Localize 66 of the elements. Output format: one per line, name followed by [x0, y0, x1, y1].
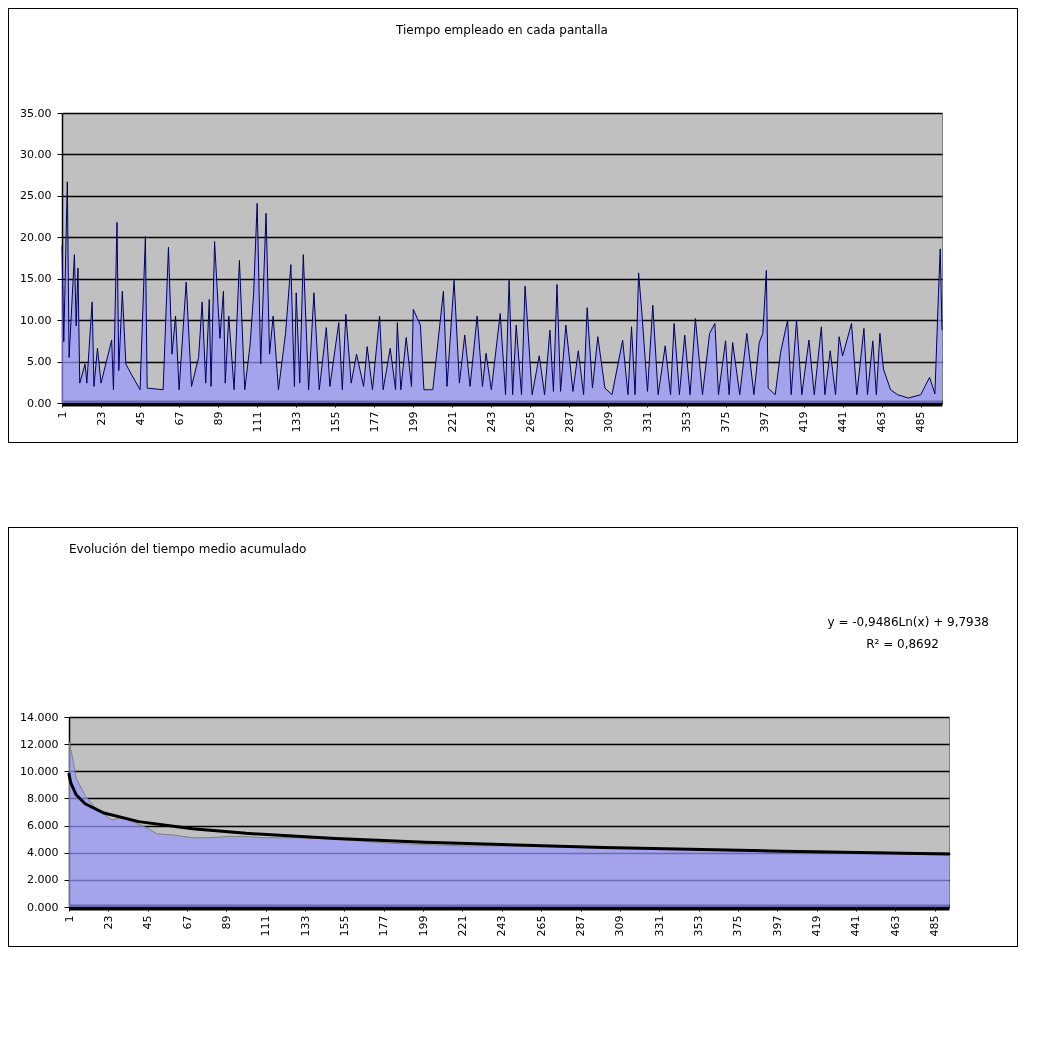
text: R² = 0,8692 [866, 637, 939, 651]
x-tick-label: 353 [680, 411, 694, 433]
x-tick-label: 177 [367, 411, 381, 433]
x-tick-label: 133 [289, 411, 303, 433]
x-tick-label: 265 [523, 411, 537, 433]
x-tick-label: 155 [328, 411, 342, 433]
y-tick-label: 30.00 [20, 147, 52, 161]
y-tick-label: 0.000 [27, 900, 59, 914]
x-tick-label: 199 [406, 411, 420, 433]
x-tick-label: 309 [601, 411, 615, 433]
x-tick-label: 67 [180, 915, 194, 930]
x-tick-label: 243 [484, 411, 498, 433]
x-tick-label: 375 [731, 915, 745, 937]
x-tick-label: 331 [640, 411, 654, 433]
x-tick-label: 111 [250, 411, 264, 433]
x-tick-label: 331 [652, 915, 666, 937]
y-tick-label: 4.000 [27, 846, 59, 860]
x-tick-label: 441 [849, 915, 863, 937]
x-tick-label: 287 [574, 915, 588, 937]
y-tick-label: 5.00 [27, 355, 52, 369]
x-tick-label: 221 [456, 915, 469, 937]
x-tick-label: 485 [914, 411, 928, 433]
text: y = -0,9486Ln(x) + 9,7938 [827, 615, 989, 629]
y-tick-label: 15.00 [20, 272, 52, 286]
x-tick-label: 111 [259, 915, 273, 937]
x-tick-label: 45 [133, 411, 147, 426]
chart-title: Evolución del tiempo medio acumulado [69, 542, 307, 556]
chart-title: Tiempo empleado en cada pantalla [395, 23, 608, 37]
x-tick-label: 463 [875, 411, 889, 433]
y-tick-label: 35.00 [20, 106, 52, 120]
x-tick-label: 67 [172, 411, 186, 426]
x-tick-label: 353 [692, 915, 706, 937]
x-tick-label: 287 [562, 411, 576, 433]
x-tick-label: 177 [377, 915, 391, 937]
x-tick-label: 243 [495, 915, 509, 937]
x-tick-label: 133 [298, 915, 312, 937]
x-tick-label: 463 [888, 915, 902, 937]
y-tick-label: 12.000 [20, 737, 59, 751]
x-tick-label: 441 [836, 411, 850, 433]
y-tick-label: 10.000 [20, 764, 59, 778]
x-tick-label: 265 [534, 915, 548, 937]
y-tick-label: 0.00 [27, 396, 52, 410]
x-tick-label: 199 [416, 915, 430, 937]
y-tick-label: 10.00 [20, 313, 52, 327]
x-tick-label: 397 [758, 411, 772, 433]
x-tick-label: 23 [94, 411, 108, 426]
y-tick-label: 8.000 [27, 791, 59, 805]
x-tick-label: 397 [770, 915, 784, 937]
y-tick-label: 25.00 [20, 189, 52, 203]
x-tick-label: 309 [613, 915, 627, 937]
y-tick-label: 20.00 [20, 230, 52, 244]
x-tick-label: 485 [928, 915, 942, 937]
x-tick-label: 155 [337, 915, 351, 937]
x-tick-label: 89 [211, 411, 225, 426]
x-tick-label: 45 [141, 915, 155, 930]
x-tick-label: 23 [101, 915, 115, 930]
x-tick-label: 1 [62, 915, 76, 923]
y-tick-label: 14.000 [20, 710, 59, 724]
x-tick-label: 89 [219, 915, 233, 930]
y-tick-label: 2.000 [27, 873, 59, 887]
x-tick-label: 419 [797, 411, 811, 433]
y-tick-label: 6.000 [27, 819, 59, 833]
x-tick-label: 221 [445, 411, 459, 433]
x-tick-label: 1 [55, 411, 69, 419]
x-tick-label: 419 [810, 915, 824, 937]
x-tick-label: 375 [719, 411, 733, 433]
